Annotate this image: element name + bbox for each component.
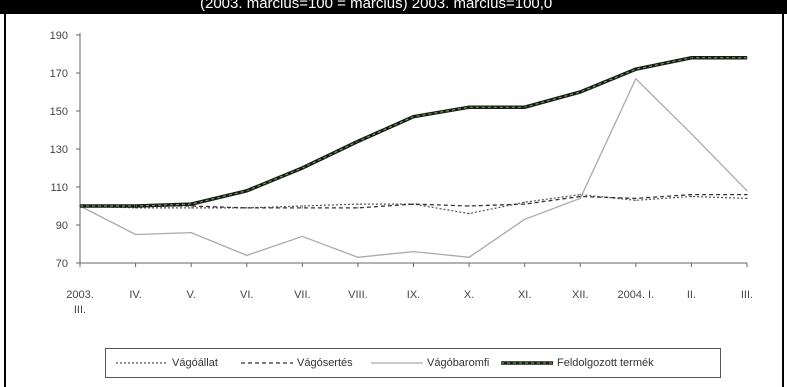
legend-item: Vágósertés	[241, 357, 353, 369]
header-bar: (2003. március=100 = március) 2003. márc…	[0, 0, 787, 14]
data-point	[468, 106, 470, 108]
data-point	[746, 194, 748, 196]
data-point	[468, 213, 470, 215]
series-line-3	[80, 56, 747, 208]
x-tick-label: II.	[687, 289, 696, 301]
data-point	[301, 235, 303, 237]
y-tick-label: 110	[50, 182, 68, 194]
legend-item: Vágóállat	[116, 357, 218, 369]
data-point	[190, 207, 192, 209]
data-point	[579, 197, 581, 199]
data-point	[134, 205, 137, 207]
legend-label: Vágósertés	[297, 357, 353, 369]
y-tick-label: 150	[50, 106, 68, 118]
x-tick-label: 2003. III.	[66, 289, 94, 316]
legend-item: Feldolgozott termék	[501, 357, 654, 369]
x-tick-label: VII.	[294, 289, 311, 301]
x-tick-label: III.	[741, 289, 753, 301]
y-tick-label: 170	[50, 68, 68, 80]
x-tick-label: XII.	[572, 289, 589, 301]
data-point	[690, 195, 693, 198]
data-point	[690, 133, 693, 135]
data-point	[690, 57, 693, 59]
x-tick-label: IV.	[129, 289, 141, 301]
data-point	[635, 68, 637, 70]
data-point	[468, 256, 470, 258]
legend-swatch	[501, 361, 553, 365]
data-point	[246, 207, 248, 209]
y-tick-label: 90	[56, 220, 68, 232]
series-line-3-inner	[80, 57, 747, 207]
series-line-2	[79, 77, 748, 258]
legend-swatch	[116, 362, 168, 364]
data-point	[357, 203, 359, 205]
data-point	[579, 91, 581, 93]
data-point	[746, 57, 748, 59]
data-point	[412, 116, 415, 118]
data-point	[635, 197, 637, 199]
data-point	[746, 190, 748, 192]
data-point	[301, 207, 303, 209]
legend-swatch	[371, 362, 423, 364]
data-point	[357, 140, 359, 142]
data-point	[301, 205, 303, 207]
data-point	[412, 203, 415, 205]
x-tick-label: VIII.	[348, 289, 368, 301]
legend-item: Vágóbaromfi	[371, 357, 489, 369]
data-point	[524, 106, 526, 108]
data-point	[134, 233, 137, 236]
data-point	[246, 190, 248, 192]
legend-label: Vágóbaromfi	[427, 357, 490, 369]
data-point	[190, 232, 192, 234]
y-tick-label: 190	[50, 30, 68, 42]
x-tick-label: IX.	[407, 289, 420, 301]
data-point	[635, 78, 637, 80]
data-point	[412, 251, 415, 253]
data-point	[690, 194, 693, 196]
chart-legend: Vágóállat Vágósertés Vágóbaromfi Feldolgozo…	[105, 348, 721, 378]
y-tick-label: 130	[50, 144, 68, 156]
y-tick-label: 70	[56, 258, 68, 270]
data-point	[357, 256, 359, 258]
data-point	[579, 194, 581, 196]
data-point	[246, 254, 248, 256]
data-point	[190, 203, 192, 205]
x-tick-label: X.	[464, 289, 474, 301]
data-point	[357, 207, 359, 209]
data-point	[524, 201, 526, 203]
frame-right-border	[782, 14, 784, 387]
data-point	[746, 197, 748, 199]
x-tick-label: VI.	[240, 289, 253, 301]
x-tick-label: XI.	[518, 289, 531, 301]
data-point	[79, 205, 81, 207]
header-title: (2003. március=100 = március) 2003. márc…	[200, 0, 553, 12]
data-point	[524, 218, 526, 220]
data-point	[468, 205, 470, 207]
data-point	[635, 199, 637, 201]
frame-left-border	[4, 14, 6, 387]
data-point	[524, 203, 526, 205]
x-tick-label: V.	[186, 289, 195, 301]
legend-label: Feldolgozott termék	[557, 357, 654, 369]
legend-label: Vágóállat	[172, 357, 218, 369]
legend-swatch	[241, 362, 293, 364]
data-point	[301, 167, 303, 169]
x-tick-label: 2004. I.	[617, 289, 654, 301]
